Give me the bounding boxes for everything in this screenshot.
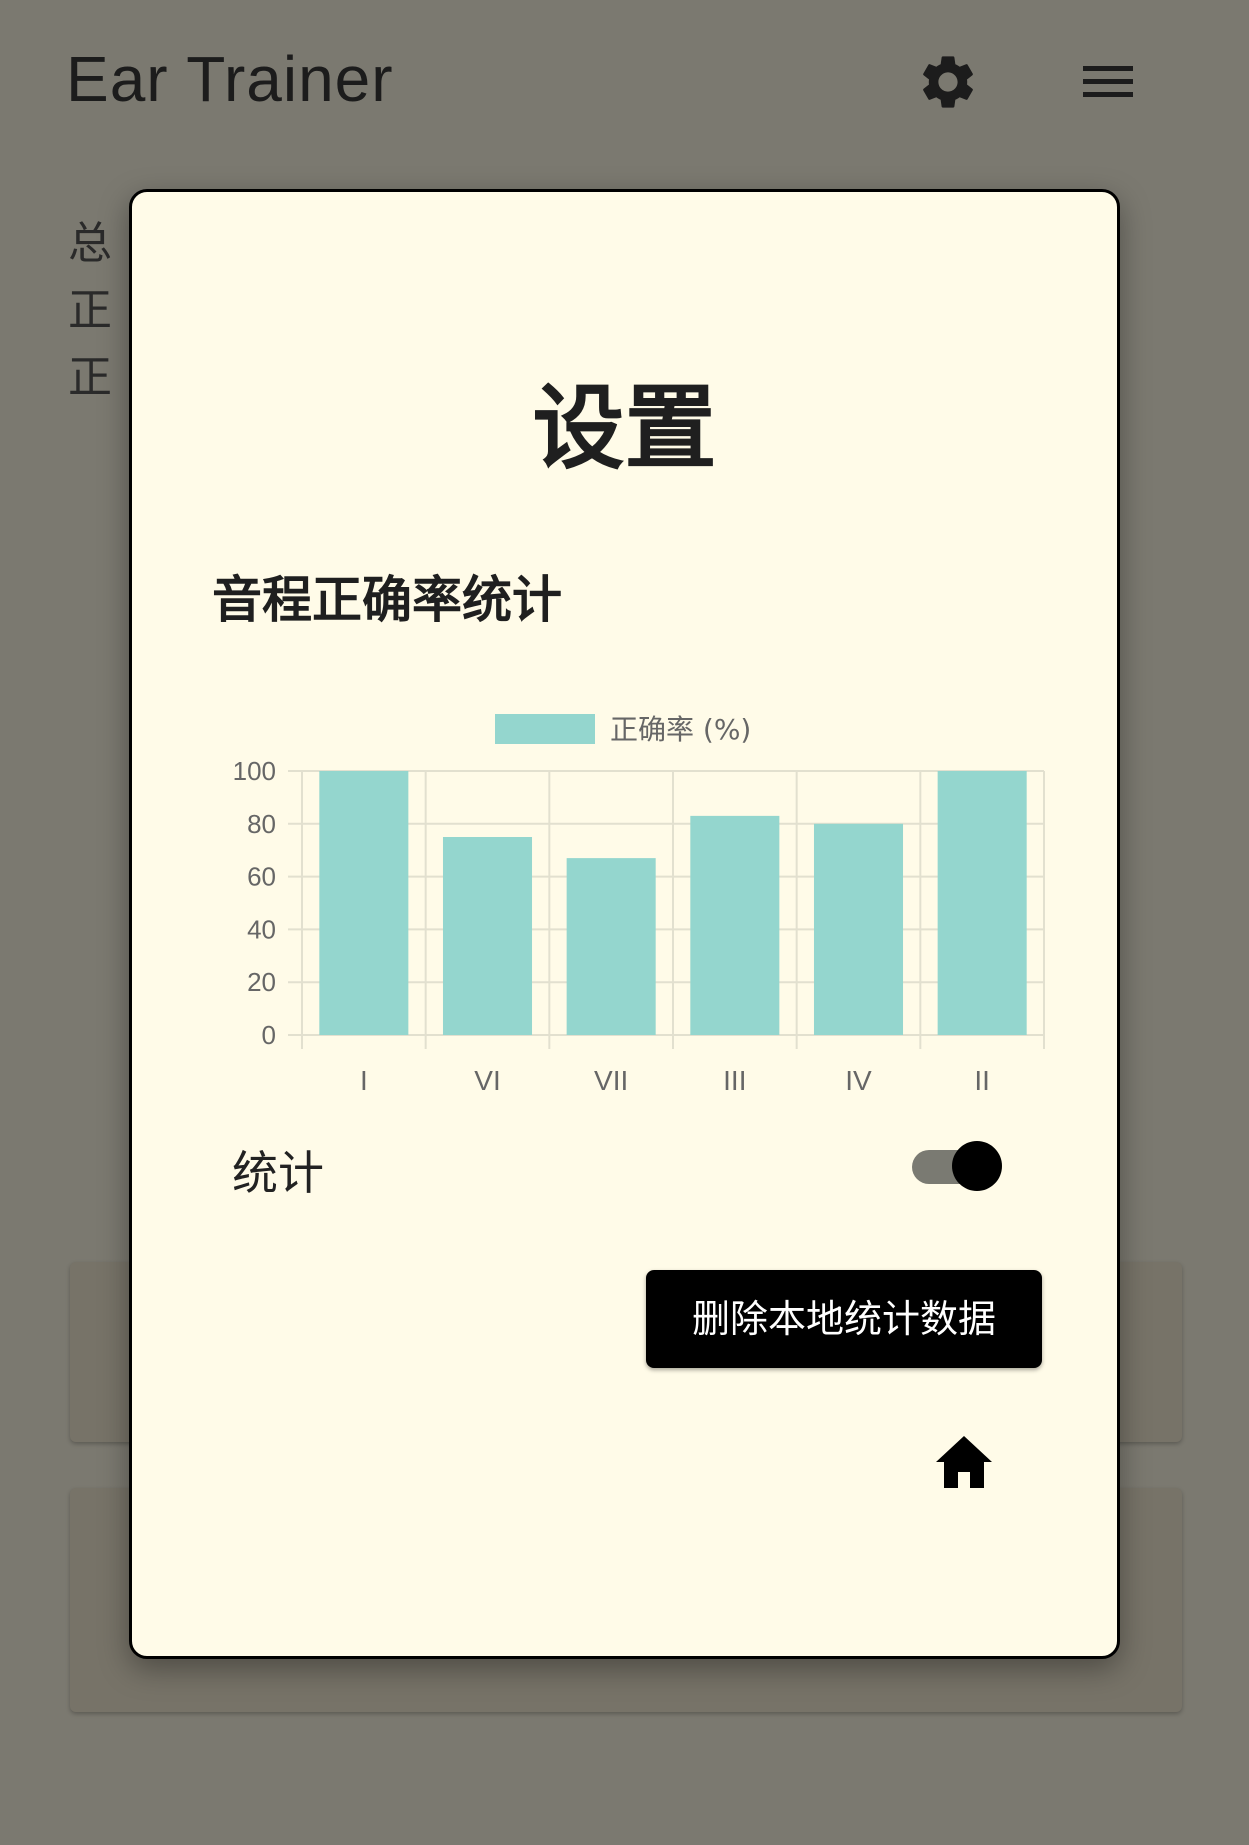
- settings-modal: 设置 音程正确率统计 0 20 40 60 80 100 I VI VII III IV II 正确率 …: [129, 189, 1120, 1659]
- stats-line-total: 总: [68, 218, 112, 269]
- bar: [813, 823, 904, 1035]
- x-tick-label: III: [723, 1065, 746, 1096]
- stats-summary: 总 正 正: [68, 210, 112, 411]
- hamburger-menu-icon[interactable]: [1076, 50, 1140, 114]
- y-tick-label: 60: [247, 862, 276, 892]
- stats-toggle-label: 统计: [232, 1146, 324, 1200]
- bar: [442, 837, 533, 1035]
- y-tick-label: 0: [262, 1020, 276, 1050]
- stats-line-correct: 正: [68, 285, 112, 336]
- x-tick-label: VII: [594, 1065, 628, 1096]
- bar: [937, 771, 1027, 1035]
- delete-local-stats-button[interactable]: 删除本地统计数据: [646, 1270, 1042, 1368]
- stats-toggle[interactable]: [908, 1141, 1004, 1191]
- app-title: Ear Trainer: [66, 43, 394, 115]
- x-tick-label: I: [360, 1065, 368, 1096]
- bar: [566, 858, 656, 1035]
- bar: [690, 815, 780, 1035]
- x-tick-label: VI: [474, 1065, 500, 1096]
- x-tick-label: II: [974, 1065, 990, 1096]
- gear-icon[interactable]: [916, 50, 980, 114]
- y-tick-label: 80: [247, 809, 276, 839]
- y-tick-label: 20: [247, 967, 276, 997]
- stats-line-rate: 正: [68, 352, 112, 403]
- bar: [319, 771, 409, 1035]
- y-tick-label: 100: [233, 756, 276, 786]
- home-icon[interactable]: [934, 1434, 994, 1490]
- section-title: 音程正确率统计: [212, 571, 562, 629]
- y-tick-label: 40: [247, 914, 276, 944]
- app-header: Ear Trainer: [0, 0, 1249, 160]
- legend-swatch: [495, 714, 595, 744]
- legend-label: 正确率 (%): [610, 713, 751, 746]
- toggle-thumb: [952, 1141, 1002, 1191]
- x-tick-label: IV: [845, 1065, 872, 1096]
- modal-title: 设置: [532, 375, 717, 482]
